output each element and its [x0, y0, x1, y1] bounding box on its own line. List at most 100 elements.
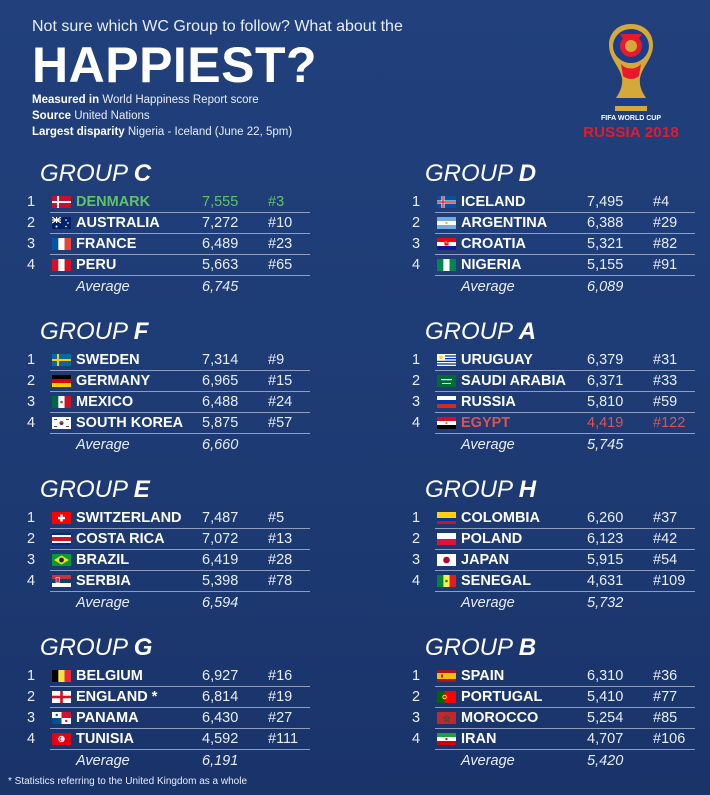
team-name: EGYPT: [461, 415, 511, 431]
team-name: ARGENTINA: [461, 215, 548, 231]
team-rank: 2: [26, 215, 36, 231]
intro-text: Not sure which WC Group to follow? What …: [32, 18, 403, 35]
average-label: Average: [76, 595, 130, 611]
row-divider: [50, 275, 310, 276]
team-row: 4 IRAN 4,707 #106: [395, 729, 695, 750]
average-row: Average 6,660: [10, 434, 300, 456]
team-name: BRAZIL: [76, 552, 130, 568]
team-name: ICELAND: [461, 194, 526, 210]
world-rank: #59: [653, 394, 678, 410]
team-name: JAPAN: [461, 552, 510, 568]
disparity-value: Nigeria - Iceland (June 22, 5pm): [127, 126, 293, 138]
team-name: SERBIA: [76, 573, 131, 589]
team-name: PORTUGAL: [461, 689, 543, 705]
denmark-flag-icon: [52, 196, 71, 208]
average-row: Average 6,089: [395, 276, 685, 298]
iran-flag-icon: [437, 733, 456, 745]
world-rank: #54: [653, 552, 678, 568]
average-value: 5,745: [587, 437, 624, 453]
world-rank: #42: [653, 531, 678, 547]
senegal-flag-icon: [437, 575, 456, 587]
team-row: 2 ENGLAND * 6,814 #19: [10, 687, 310, 708]
russia-flag-icon: [437, 396, 456, 408]
average-row: Average 5,420: [395, 750, 685, 772]
happiness-score: 5,663: [202, 257, 239, 273]
team-row: 1 SPAIN 6,310 #36: [395, 666, 695, 687]
peru-flag-icon: [52, 259, 71, 271]
row-divider: [50, 591, 310, 592]
row-divider: [435, 591, 695, 592]
team-rank: 2: [411, 689, 421, 705]
world-rank: #77: [653, 689, 678, 705]
row-divider: [435, 391, 695, 392]
team-name: AUSTRALIA: [76, 215, 160, 231]
row-divider: [435, 275, 695, 276]
team-rank: 2: [411, 215, 421, 231]
team-row: 2 PORTUGAL 5,410 #77: [395, 687, 695, 708]
sweden-flag-icon: [52, 354, 71, 366]
row-divider: [50, 728, 310, 729]
happiness-score: 6,379: [587, 352, 624, 368]
average-row: Average 5,745: [395, 434, 685, 456]
average-label: Average: [461, 595, 515, 611]
team-name: PANAMA: [76, 710, 139, 726]
team-name: POLAND: [461, 531, 523, 547]
belgium-flag-icon: [52, 670, 71, 682]
team-row: 3 CROATIA 5,321 #82: [395, 234, 695, 255]
header: Not sure which WC Group to follow? What …: [32, 18, 592, 140]
team-rank: 1: [411, 510, 421, 526]
happiness-score: 6,430: [202, 710, 239, 726]
group-prefix: GROUP: [425, 634, 513, 661]
row-divider: [50, 749, 310, 750]
happiness-score: 4,592: [202, 731, 239, 747]
team-rank: 2: [26, 531, 36, 547]
team-name: ENGLAND *: [76, 689, 158, 705]
row-divider: [435, 212, 695, 213]
row-divider: [435, 412, 695, 413]
happiness-score: 7,072: [202, 531, 239, 547]
average-label: Average: [76, 437, 130, 453]
team-rank: 2: [411, 531, 421, 547]
team-name: MOROCCO: [461, 710, 539, 726]
average-value: 5,420: [587, 753, 624, 769]
happiness-score: 4,707: [587, 731, 624, 747]
happiness-score: 6,388: [587, 215, 624, 231]
colombia-flag-icon: [437, 512, 456, 524]
team-name: RUSSIA: [461, 394, 516, 410]
team-rank: 3: [26, 236, 36, 252]
world-rank: #5: [268, 510, 285, 526]
team-rank: 1: [26, 194, 36, 210]
team-rank: 1: [411, 194, 421, 210]
team-row: 1 URUGUAY 6,379 #31: [395, 350, 695, 371]
happiness-score: 5,321: [587, 236, 624, 252]
world-rank: #31: [653, 352, 678, 368]
team-rank: 3: [411, 236, 421, 252]
poland-flag-icon: [437, 533, 456, 545]
group-g: GROUP G 1 BELGIUM 6,927 #16 2 ENGLAND * 6,814 #1…: [10, 634, 310, 772]
group-prefix: GROUP: [40, 318, 128, 345]
row-divider: [435, 370, 695, 371]
team-rank: 3: [411, 552, 421, 568]
world-rank: #33: [653, 373, 678, 389]
world-cup-logo: FIFA WORLD CUP RUSSIA 2018: [576, 20, 686, 145]
team-row: 2 GERMANY 6,965 #15: [10, 371, 310, 392]
group-letter: A: [518, 318, 537, 345]
happiness-score: 4,631: [587, 573, 624, 589]
group-c: GROUP C 1 DENMARK 7,555 #3 2 AUSTRALIA 7,272 #10…: [10, 160, 310, 298]
group-b: GROUP B 1 SPAIN 6,310 #36 2 PORTUGAL 5,410 #77 3 M…: [395, 634, 695, 772]
world-rank: #16: [268, 668, 293, 684]
team-rank: 4: [26, 731, 36, 747]
panama-flag-icon: [52, 712, 71, 724]
group-e: GROUP E 1 SWITZERLAND 7,487 #5 2 COSTA RICA 7,0…: [10, 476, 310, 614]
happiness-score: 7,555: [202, 194, 239, 210]
measured-value: World Happiness Report score: [102, 94, 259, 106]
team-row: 1 BELGIUM 6,927 #16: [10, 666, 310, 687]
world-rank: #28: [268, 552, 293, 568]
source-line: Source United Nations: [32, 109, 592, 124]
group-letter: C: [133, 160, 152, 187]
team-row: 4 SERBIA 5,398 #78: [10, 571, 310, 592]
headline: HAPPIEST?: [32, 37, 318, 93]
group-prefix: GROUP: [425, 476, 513, 503]
world-rank: #27: [268, 710, 293, 726]
logo-line2: RUSSIA 2018: [583, 124, 679, 141]
